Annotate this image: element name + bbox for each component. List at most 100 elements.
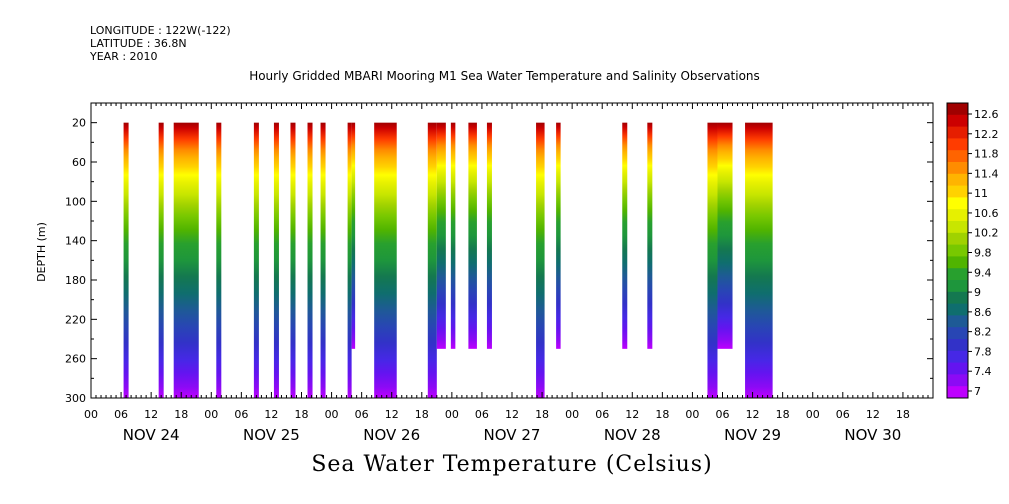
x-hour-label: 18 [776, 408, 790, 421]
colorbar-swatch [947, 315, 968, 328]
data-segment-19 [556, 122, 561, 349]
data-segment-9 [320, 122, 326, 399]
colorbar-label: 9 [974, 286, 981, 299]
x-hour-label: 18 [415, 408, 429, 421]
x-hour-label: 12 [144, 408, 158, 421]
x-hour-label: 06 [595, 408, 609, 421]
x-hour-label: 18 [535, 408, 549, 421]
y-tick-label: 220 [65, 313, 86, 326]
x-hour-label: 06 [716, 408, 730, 421]
data-segment-11 [351, 122, 356, 349]
colorbar-swatch [947, 232, 968, 246]
colorbar-label: 9.4 [974, 266, 992, 279]
colorbar-swatch [947, 327, 968, 340]
colorbar-swatch [947, 162, 968, 175]
x-hour-label: 12 [625, 408, 639, 421]
data-segment-13 [427, 122, 437, 399]
x-day-label: NOV 24 [123, 426, 180, 444]
colorbar-swatch [947, 138, 968, 151]
x-hour-label: 12 [866, 408, 880, 421]
x-hour-label: 00 [565, 408, 579, 421]
colorbar-swatch [947, 303, 968, 316]
x-hour-label: 18 [896, 408, 910, 421]
x-hour-label: 12 [385, 408, 399, 421]
data-segment-24 [745, 122, 773, 399]
data-segment-8 [307, 122, 313, 399]
x-hour-label: 18 [655, 408, 669, 421]
colorbar-swatch [947, 209, 968, 222]
x-hour-label: 00 [806, 408, 820, 421]
x-hour-label: 06 [836, 408, 850, 421]
longitude-text: LONGITUDE : 122W(-122) [90, 24, 231, 37]
data-segment-14 [436, 122, 446, 349]
colorbar-label: 10.6 [974, 207, 999, 220]
data-segment-10 [347, 122, 352, 399]
colorbar-swatch [947, 291, 968, 305]
colorbar-swatch [947, 197, 968, 210]
x-hour-label: 00 [325, 408, 339, 421]
data-segment-3 [173, 122, 199, 399]
x-day-label: NOV 29 [724, 426, 781, 444]
colorbar-swatch [947, 268, 968, 281]
data-segment-23 [717, 122, 733, 349]
x-day-label: NOV 28 [604, 426, 661, 444]
colorbar-swatch [947, 339, 968, 352]
data-segment-4 [216, 122, 222, 399]
x-hour-label: 00 [445, 408, 459, 421]
colorbar-label: 11 [974, 187, 988, 200]
colorbar-label: 8.2 [974, 326, 992, 339]
x-hour-label: 18 [174, 408, 188, 421]
colorbar-label: 8.6 [974, 306, 992, 319]
y-tick-label: 260 [65, 353, 86, 366]
colorbar-swatch [947, 114, 968, 128]
x-hour-label: 06 [475, 408, 489, 421]
x-day-label: NOV 30 [844, 426, 901, 444]
colorbar-label: 9.8 [974, 247, 992, 260]
x-day-label: NOV 27 [484, 426, 541, 444]
x-hour-label: 12 [746, 408, 760, 421]
colorbar-swatch [947, 173, 968, 187]
latitude-text: LATITUDE : 36.8N [90, 37, 187, 50]
data-segment-18 [536, 122, 545, 399]
data-segments [123, 122, 773, 399]
colorbar-swatch [947, 185, 968, 198]
colorbar-label: 11.8 [974, 148, 999, 161]
x-day-label: NOV 25 [243, 426, 300, 444]
x-hour-label: 00 [204, 408, 218, 421]
y-tick-label: 140 [65, 235, 86, 248]
data-segment-22 [707, 122, 718, 399]
colorbar: 12.6 12.2 11.8 11.4 11 10.6 10.2 9.8 9.4 9 8.6 8.2 7… [946, 102, 999, 399]
y-tick-label: 100 [65, 195, 86, 208]
colorbar-label: 7.8 [974, 345, 992, 358]
colorbar-swatch [947, 221, 968, 234]
colorbar-swatch [947, 374, 968, 387]
data-segment-17 [486, 122, 492, 349]
colorbar-swatch [947, 362, 968, 375]
colorbar-swatch [947, 280, 968, 293]
colorbar-label: 12.2 [974, 128, 999, 141]
location-metadata: LONGITUDE : 122W(-122) LATITUDE : 36.8N … [90, 24, 231, 63]
x-hour-label: 12 [264, 408, 278, 421]
y-tick-label: 180 [65, 274, 86, 287]
x-day-label: NOV 26 [363, 426, 420, 444]
colorbar-swatch [947, 256, 968, 269]
colorbar-frame [946, 102, 969, 399]
y-tick-label: 300 [65, 392, 86, 405]
data-segment-21 [647, 122, 653, 349]
y-tick-label: 20 [72, 117, 86, 130]
x-hour-label: 06 [355, 408, 369, 421]
colorbar-label: 12.6 [974, 108, 999, 121]
x-hour-label: 06 [114, 408, 128, 421]
data-segment-2 [158, 122, 164, 399]
data-segment-1 [123, 122, 129, 399]
chart-title: Hourly Gridded MBARI Mooring M1 Sea Wate… [249, 69, 760, 83]
colorbar-swatch [947, 350, 968, 364]
data-segment-6 [273, 122, 279, 399]
axes: 20 60 100 140 180 220 260 300 00 06 12 18 00 06 12 18 00… [65, 102, 934, 444]
x-hour-label: 00 [84, 408, 98, 421]
colorbar-swatch [947, 244, 968, 257]
data-segment-7 [290, 122, 296, 399]
data-segment-12 [374, 122, 397, 399]
colorbar-swatch [947, 386, 968, 399]
